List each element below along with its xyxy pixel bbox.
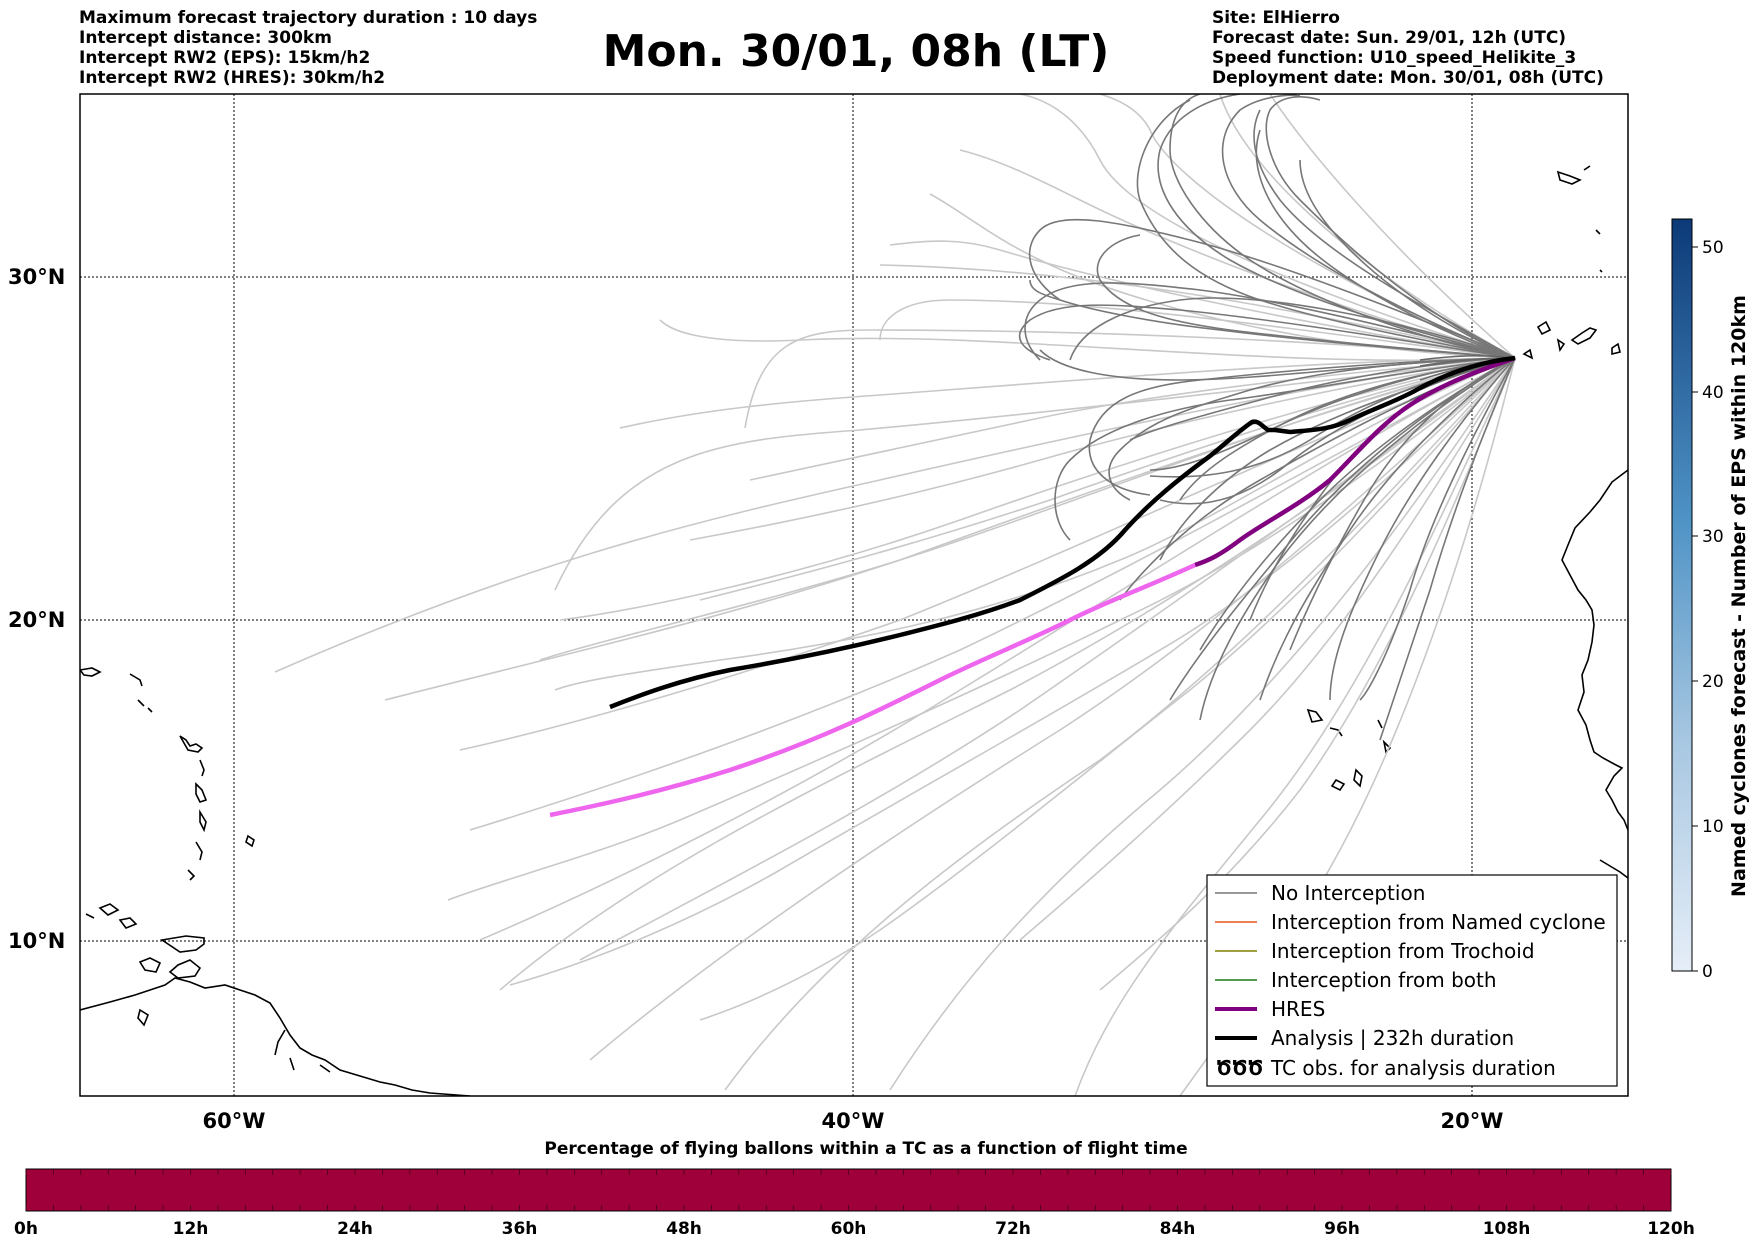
colorbar-tick: 0: [1702, 962, 1713, 982]
progress-bar-tick: 84h: [1160, 1219, 1196, 1239]
coastlines: [80, 165, 1628, 1096]
lat-label: 30°N: [8, 265, 65, 289]
page-title: Mon. 30/01, 08h (LT): [602, 26, 1110, 77]
eps-trajectories-light: [274, 94, 1516, 1096]
progress-bar-tick: 108h: [1483, 1219, 1531, 1239]
legend-label: No Interception: [1271, 881, 1425, 905]
info-line: Site: ElHierro: [1212, 8, 1340, 28]
legend-label: Interception from both: [1271, 968, 1497, 992]
legend-label: Analysis | 232h duration: [1271, 1026, 1514, 1050]
legend-label: Interception from Named cyclone: [1271, 910, 1606, 934]
progress-bar-tick: 48h: [666, 1219, 702, 1239]
no-interception-trajectories: [1018, 94, 1516, 741]
header-info-left: Maximum forecast trajectory duration : 1…: [79, 8, 537, 88]
map-grid: [80, 94, 1628, 1096]
colorbar-tick: 40: [1702, 383, 1724, 403]
info-line: Deployment date: Mon. 30/01, 08h (UTC): [1212, 68, 1604, 88]
tc-obs-symbol-icon: ԾԾԾ: [1216, 1056, 1263, 1080]
analysis-trajectory: [609, 355, 1516, 710]
info-line: Speed function: U10_speed_Helikite_3: [1212, 48, 1577, 68]
map-frame: [79, 93, 1629, 1097]
header-info-right: Site: ElHierro Forecast date: Sun. 29/01…: [1212, 8, 1604, 88]
progress-bar-label: Percentage of flying ballons within a TC…: [544, 1139, 1187, 1159]
lon-label: 20°W: [1441, 1109, 1504, 1133]
cyclone-colorbar: 0 10 20 30 40 50 Named cyclones forecast…: [1671, 218, 1750, 982]
map-legend: No Interception Interception from Named …: [1206, 874, 1618, 1087]
hres-trajectory: [1194, 355, 1516, 568]
legend-label: HRES: [1271, 997, 1325, 1021]
lat-label: 10°N: [8, 929, 65, 953]
legend-label: Interception from Trochoid: [1271, 939, 1535, 963]
colorbar-tick: 30: [1702, 527, 1724, 547]
hres-trajectory-late: [549, 562, 1196, 818]
progress-bar-tick: 120h: [1647, 1219, 1695, 1239]
info-line: Forecast date: Sun. 29/01, 12h (UTC): [1212, 28, 1567, 48]
info-line: Intercept RW2 (HRES): 30km/h2: [79, 68, 386, 88]
progress-bar-tick: 0h: [14, 1219, 38, 1239]
info-line: Intercept distance: 300km: [79, 28, 332, 48]
info-line: Maximum forecast trajectory duration : 1…: [79, 8, 538, 28]
progress-bar-tick: 12h: [173, 1219, 209, 1239]
progress-bar-tick: 24h: [337, 1219, 373, 1239]
colorbar-tick: 10: [1702, 817, 1724, 837]
lat-label: 20°N: [8, 608, 65, 632]
progress-bar-tick: 36h: [502, 1219, 538, 1239]
tc-percentage-bar: Percentage of flying ballons within a TC…: [14, 1139, 1695, 1239]
legend-label: TC obs. for analysis duration: [1270, 1056, 1556, 1080]
lon-label: 40°W: [822, 1109, 885, 1133]
colorbar-tick: 20: [1702, 672, 1724, 692]
lon-label: 60°W: [203, 1109, 266, 1133]
progress-bar-tick: 72h: [995, 1219, 1031, 1239]
colorbar-label: Named cyclones forecast - Number of EPS …: [1728, 295, 1750, 897]
info-line: Intercept RW2 (EPS): 15km/h2: [79, 48, 371, 68]
progress-bar-tick: 60h: [831, 1219, 867, 1239]
progress-bar-tick: 96h: [1324, 1219, 1360, 1239]
colorbar-tick: 50: [1702, 238, 1724, 258]
